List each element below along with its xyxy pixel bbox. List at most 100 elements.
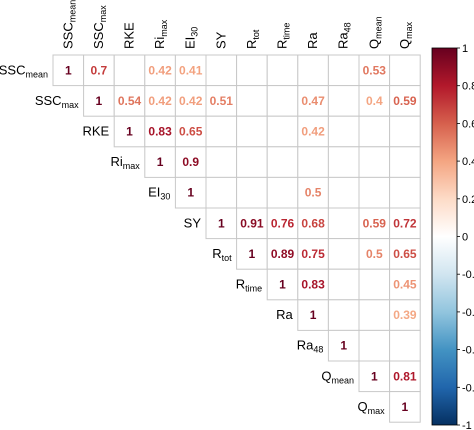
correlation-value: 0.68 [301,216,325,230]
matrix-cell [358,299,391,331]
colorbar-tick-label: -0.4 [462,307,474,319]
correlation-value: 0.41 [179,63,203,77]
correlation-value: 1 [402,400,409,414]
matrix-cell [327,238,360,270]
matrix-cell [144,85,176,117]
colorbar-gradient [431,47,458,426]
matrix-cell [113,115,146,148]
row-label: Rtime [236,277,262,294]
matrix-cell [205,54,238,87]
matrix-cell [297,176,329,209]
matrix-cell [236,54,268,87]
matrix-cell [327,176,360,209]
correlation-value: 0.51 [210,94,234,108]
correlation-value: 0.45 [393,278,417,292]
matrix-cell [205,146,238,178]
matrix-cell [236,85,268,117]
correlation-value: 1 [218,216,225,230]
matrix-cell [358,146,391,178]
matrix-cell [358,329,391,362]
matrix-cell [266,146,299,178]
matrix-cell [389,207,421,240]
matrix-cell [236,176,268,209]
correlation-value: 0.83 [301,278,325,292]
correlation-value: 0.42 [148,94,172,108]
matrix-cell [113,54,146,87]
row-label: Ra48 [297,338,324,355]
row-label: Rtot [212,246,232,263]
column-label: RKE [122,22,137,49]
matrix-cell [236,115,268,148]
matrix-cell [266,176,299,209]
correlation-value: 0.83 [148,125,172,139]
matrix-cell [266,85,299,117]
matrix-cell [327,146,360,178]
row-label: SSCmax [35,93,79,110]
correlation-value: 1 [96,94,103,108]
column-label: Rimax [152,19,169,49]
correlation-value: 0.65 [393,247,417,261]
row-label: Rimax [111,154,141,171]
matrix-cell [174,115,207,148]
correlation-value: 1 [126,125,133,139]
correlation-value: 0.5 [366,247,383,261]
row-label: Ra [276,307,293,322]
column-label: Qmax [397,21,414,49]
row-label: SSCmean [0,62,48,79]
matrix-cell [52,54,85,87]
correlation-value: 0.42 [301,125,325,139]
matrix-cell [297,146,329,178]
matrix-cell [389,299,421,331]
correlation-value: 0.76 [271,216,295,230]
matrix-cell [389,115,421,148]
correlation-value: 1 [157,155,164,169]
correlation-value: 1 [187,186,194,200]
matrix-values: 1 0.7 0.42 0.41 0.531 0.54 0.42 0.42 0.51 0.47 0.4… [65,63,417,414]
colorbar-tick-label: -0.2 [462,269,474,281]
column-label: Rtot [244,29,261,49]
colorbar-tick-label: -0.6 [462,345,474,357]
matrix-cell [266,54,299,87]
matrix-cell [174,176,207,209]
correlation-value: 1 [371,369,378,383]
matrix-cell [205,207,238,240]
correlation-value: 0.4 [366,94,383,108]
correlation-value: 0.39 [393,308,417,322]
row-label: EI30 [148,185,170,202]
matrix-cell [389,391,421,423]
matrix-cell [389,54,421,87]
column-label: Ra48 [336,22,353,49]
colorbar-tick-label: -1 [462,420,472,430]
colorbar-tick-label: 0 [462,232,468,244]
matrix-cell [236,238,268,270]
correlation-value: 1 [310,308,317,322]
matrix-cell [174,146,207,178]
matrix-cell [389,176,421,209]
matrix-cell [358,268,391,301]
matrix-grid [52,54,421,423]
matrix-cell [205,176,238,209]
matrix-cell [266,238,299,270]
colorbar-legend: 1 0.8 0.6 0.4 0.2 0 -0.2 -0.4 -0.6 -0.8 -1 [431,43,474,430]
correlation-value: 0.53 [363,63,387,77]
correlation-value: 0.89 [271,247,295,261]
matrix-cell [327,268,360,301]
matrix-cell [327,207,360,240]
colorbar-tick-label: 0.6 [462,118,474,130]
matrix-cell [327,85,360,117]
matrix-cell [297,299,329,331]
matrix-cell [297,54,329,87]
colorbar-tick-label: 0.2 [462,194,474,206]
matrix-cell [83,54,115,87]
colorbar-tick-label: 0.4 [462,156,474,168]
correlation-value: 0.47 [301,94,325,108]
column-label: Rtime [275,23,292,49]
correlation-value: 0.7 [91,63,108,77]
matrix-cell [358,115,391,148]
colorbar-tick-label: 1 [462,43,468,55]
column-label: SSCmax [91,5,108,49]
correlation-value: 0.59 [363,216,387,230]
correlation-value: 1 [249,247,256,261]
correlation-value: 0.65 [179,125,203,139]
